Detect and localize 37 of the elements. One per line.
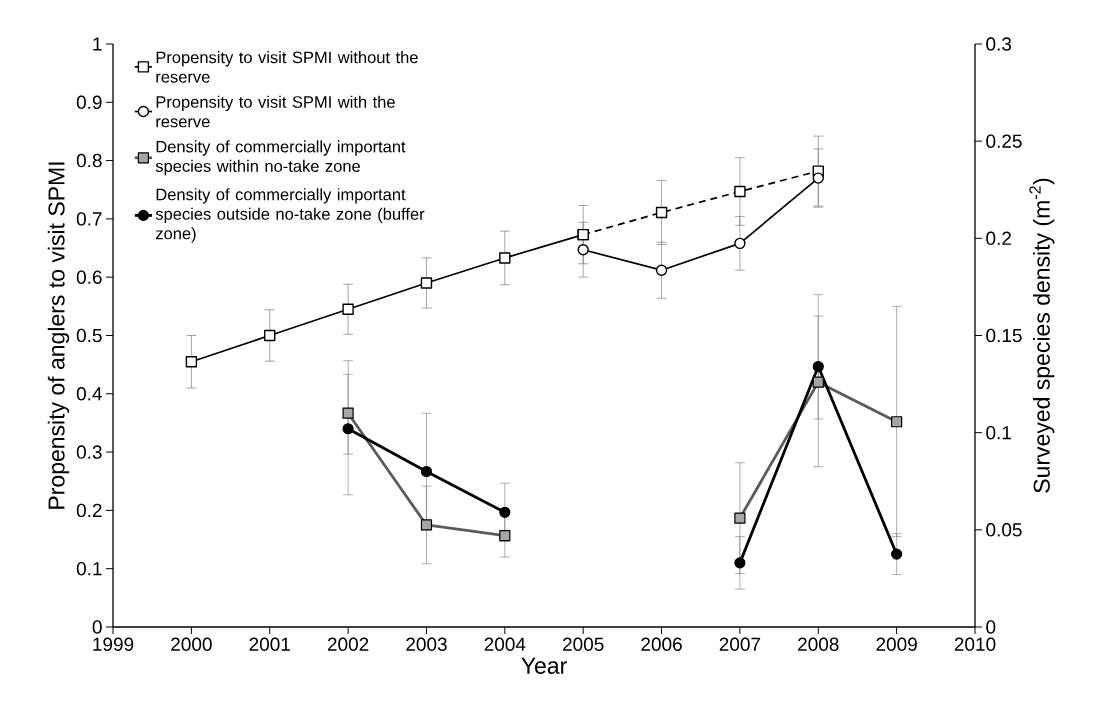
y2-tick-label: 0.1: [986, 425, 1011, 440]
x-tick-label: 1999: [93, 637, 134, 651]
y-tick-label: 0.5: [76, 328, 102, 343]
y-tick-label: 1: [93, 37, 102, 51]
y-tick-label: 0.9: [76, 95, 102, 110]
y2-tick-label: 0.2: [986, 231, 1011, 246]
y-tick-label: 0.6: [76, 270, 102, 284]
legend-label: Density of commercially important species within no-take zone: [155, 140, 406, 176]
x-tick-label: 2005: [563, 637, 604, 651]
x-tick-label: 2001: [249, 637, 290, 651]
legend-label: Propensity to visit SPMI without the reserve: [156, 51, 418, 83]
x-tick-label: 2003: [406, 637, 447, 651]
legend-label: Propensity to visit SPMI with the reserve: [156, 95, 395, 128]
y-tick-label: 0.8: [76, 153, 102, 168]
x-tick-label: 2000: [171, 637, 212, 651]
x-tick-label: 2008: [798, 637, 839, 651]
x-tick-label: 2002: [327, 637, 369, 651]
y-axis-title: Propensity of anglers to visit SPMI: [47, 162, 70, 509]
y-tick-label: 0.7: [76, 212, 102, 226]
x-tick-label: 2010: [954, 637, 996, 651]
x-tick-label: 2007: [719, 637, 761, 651]
y2-tick-label: 0.05: [986, 523, 1022, 537]
y2-tick-label: 0.3: [986, 37, 1012, 51]
y-tick-label: 0.4: [76, 387, 102, 401]
y2-tick-label: 0.25: [986, 134, 1022, 148]
y-tick-label: 0: [92, 620, 102, 634]
x-tick-label: 2004: [484, 637, 526, 651]
y-tick-label: 0.3: [76, 445, 102, 459]
legend-label: Density of commercially important species outside no-take zone (buffer zone): [155, 188, 425, 243]
y2-axis-title: Surveyed species density (m$^{-2}$): [1029, 178, 1055, 493]
y-tick-label: 0.1: [76, 561, 102, 576]
x-tick-label: 2006: [641, 637, 682, 651]
x-tick-label: 2009: [876, 637, 917, 651]
x-axis-title: Year: [521, 657, 567, 674]
y2-tick-label: 0.15: [986, 328, 1022, 343]
y2-tick-label: 0: [986, 620, 996, 634]
y-tick-label: 0.2: [76, 503, 102, 518]
